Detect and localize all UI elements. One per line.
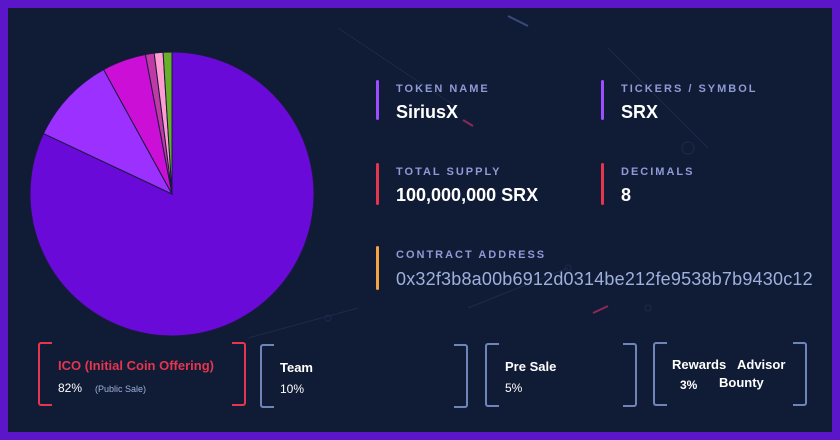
decimals-accent — [601, 163, 604, 205]
ticker-value: SRX — [621, 102, 659, 122]
card-left-bracket — [653, 342, 667, 406]
ticker-accent — [601, 80, 604, 120]
rewards-card-title: Rewards — [672, 357, 727, 372]
card-left-bracket — [38, 342, 52, 406]
background-decoration — [247, 15, 709, 339]
rewards-card: Rewards Advisor 3% Bounty — [653, 342, 807, 406]
token-name-accent — [376, 80, 379, 120]
total-supply-accent — [376, 163, 379, 205]
total-supply-value: 100,000,000 SRX — [396, 185, 539, 205]
contract-address-label: CONTRACT ADDRESS — [396, 249, 547, 261]
card-right-bracket — [623, 343, 637, 407]
token-name-label: TOKEN NAME — [396, 83, 490, 95]
ico-card-percent: 82% — [58, 381, 83, 395]
card-left-bracket — [485, 343, 499, 407]
team-card-title: Team — [280, 360, 313, 375]
presale-card-title: Pre Sale — [505, 359, 557, 374]
team-card-percent: 10% — [280, 382, 305, 396]
card-right-bracket — [793, 342, 807, 406]
total-supply-label: TOTAL SUPPLY — [396, 166, 502, 178]
contract-address-accent — [376, 246, 379, 290]
contract-address-value[interactable]: 0x32f3b8a00b6912d0314be212fe9538b7b9430c… — [396, 269, 813, 289]
card-right-bracket — [232, 342, 246, 406]
token-name-value: SiriusX — [396, 102, 459, 122]
ico-card-note: (Public Sale) — [95, 384, 147, 394]
ico-card-title: ICO (Initial Coin Offering) — [58, 358, 214, 373]
decimals-value: 8 — [621, 185, 632, 205]
bounty-card-title: Bounty — [719, 375, 764, 390]
card-left-bracket — [260, 344, 274, 408]
decimals-label: DECIMALS — [621, 166, 695, 178]
advisor-card-title: Advisor — [737, 357, 786, 372]
rewards-card-percent: 3% — [680, 378, 698, 392]
pie-slice-bounty[interactable] — [162, 51, 173, 195]
team-card: Team 10% — [260, 344, 468, 408]
presale-card-percent: 5% — [505, 381, 523, 395]
pie-slice-team[interactable] — [42, 68, 174, 196]
ico-card: ICO (Initial Coin Offering) 82% (Public … — [38, 342, 246, 406]
presale-card: Pre Sale 5% — [485, 343, 637, 407]
ticker-label: TICKERS / SYMBOL — [621, 83, 758, 95]
token-allocation-pie-chart — [29, 51, 315, 337]
card-right-bracket — [454, 344, 468, 408]
